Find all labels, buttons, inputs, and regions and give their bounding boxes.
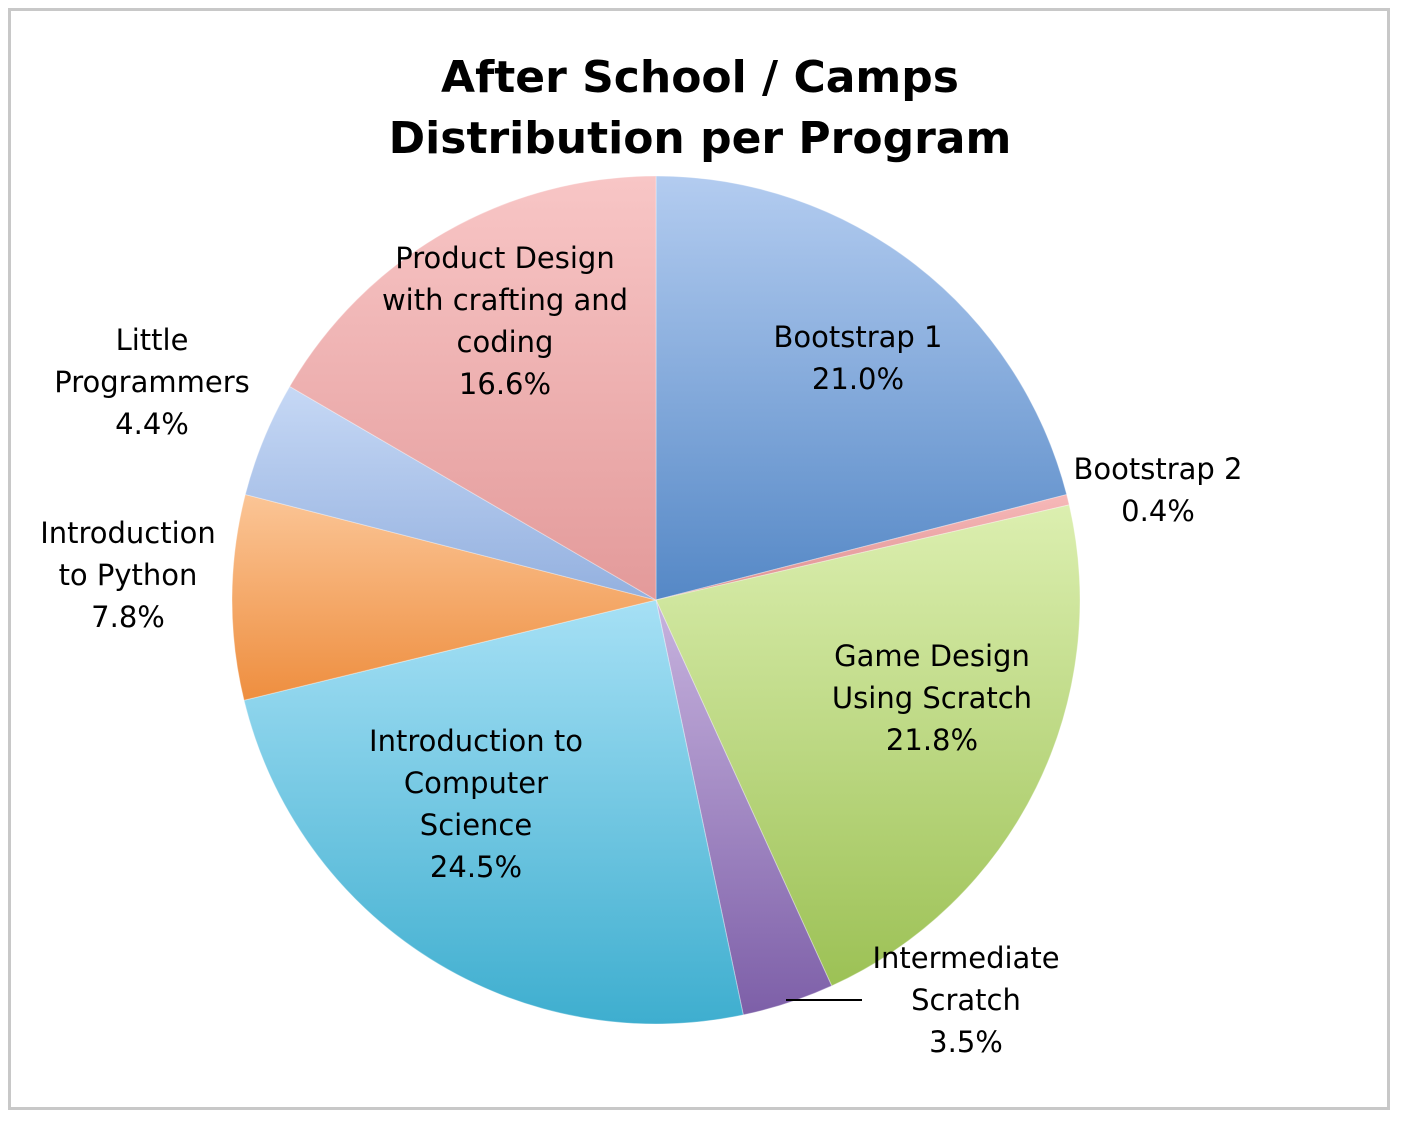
slice-labels: Bootstrap 1 21.0% Bootstrap 2 0.4% Game Desi… <box>40 241 1242 1059</box>
slice-label-line: Game Design <box>834 639 1030 673</box>
slice-label-line: 7.8% <box>91 600 165 634</box>
slice-label-bootstrap-1: Bootstrap 1 21.0% <box>773 320 942 396</box>
slice-label-line: 0.4% <box>1121 494 1195 528</box>
slice-label-line: Little <box>116 323 189 357</box>
pie-slice-introduction-to-python <box>231 493 657 701</box>
chart-title-line-1: After School / Camps <box>441 52 959 103</box>
slice-label-line: Introduction <box>40 516 216 550</box>
slice-label-line: Using Scratch <box>832 681 1032 715</box>
slice-label-line: to Python <box>59 558 198 592</box>
chart-title-line-2: Distribution per Program <box>389 113 1012 164</box>
slice-label-intermediate-scratch: Intermediate Scratch 3.5% <box>872 941 1059 1059</box>
pie-slice-little-programmers <box>244 385 657 601</box>
slice-label-introduction-to-python: Introduction to Python 7.8% <box>40 516 216 634</box>
slice-label-line: Computer <box>404 766 548 800</box>
slice-label-little-programmers: Little Programmers 4.4% <box>54 323 249 441</box>
pie-slice-bootstrap-2 <box>655 493 1070 601</box>
slice-label-line: Introduction to <box>369 724 583 758</box>
slice-label-introduction-to-computer-science: Introduction to Computer Science 24.5% <box>369 724 583 884</box>
slice-label-game-design-using-scratch: Game Design Using Scratch 21.8% <box>832 639 1032 757</box>
slice-label-line: coding <box>457 325 554 359</box>
slice-label-line: with crafting and <box>382 283 628 317</box>
pie-slice-introduction-to-computer-science <box>243 599 744 1025</box>
slice-label-line: Bootstrap 2 <box>1073 452 1242 486</box>
slice-label-line: Programmers <box>54 365 249 399</box>
slice-label-line: 24.5% <box>430 850 522 884</box>
slice-label-line: 21.8% <box>886 723 978 757</box>
pie-slice-bootstrap-1 <box>655 175 1068 601</box>
slice-label-line: 16.6% <box>459 367 551 401</box>
slice-label-bootstrap-2: Bootstrap 2 0.4% <box>1073 452 1242 528</box>
slice-label-line: 4.4% <box>115 407 189 441</box>
slice-label-line: Bootstrap 1 <box>773 320 942 354</box>
pie-slice-product-design-with-crafting-and-coding <box>289 175 657 601</box>
slice-label-line: 21.0% <box>812 362 904 396</box>
slice-label-line: Intermediate <box>872 941 1059 975</box>
pie-slice-intermediate-scratch <box>655 599 833 1016</box>
slice-label-line: Scratch <box>911 983 1021 1017</box>
slice-label-product-design-with-crafting-and-coding: Product Design with crafting and coding 16.… <box>382 241 628 401</box>
pie-slices <box>231 175 1081 1025</box>
pie-slice-game-design-using-scratch <box>655 504 1081 987</box>
chart-title: After School / Camps Distribution per Pr… <box>389 52 1012 164</box>
slice-label-line: Product Design <box>395 241 614 275</box>
slice-label-line: 3.5% <box>929 1025 1003 1059</box>
slice-label-line: Science <box>420 808 532 842</box>
